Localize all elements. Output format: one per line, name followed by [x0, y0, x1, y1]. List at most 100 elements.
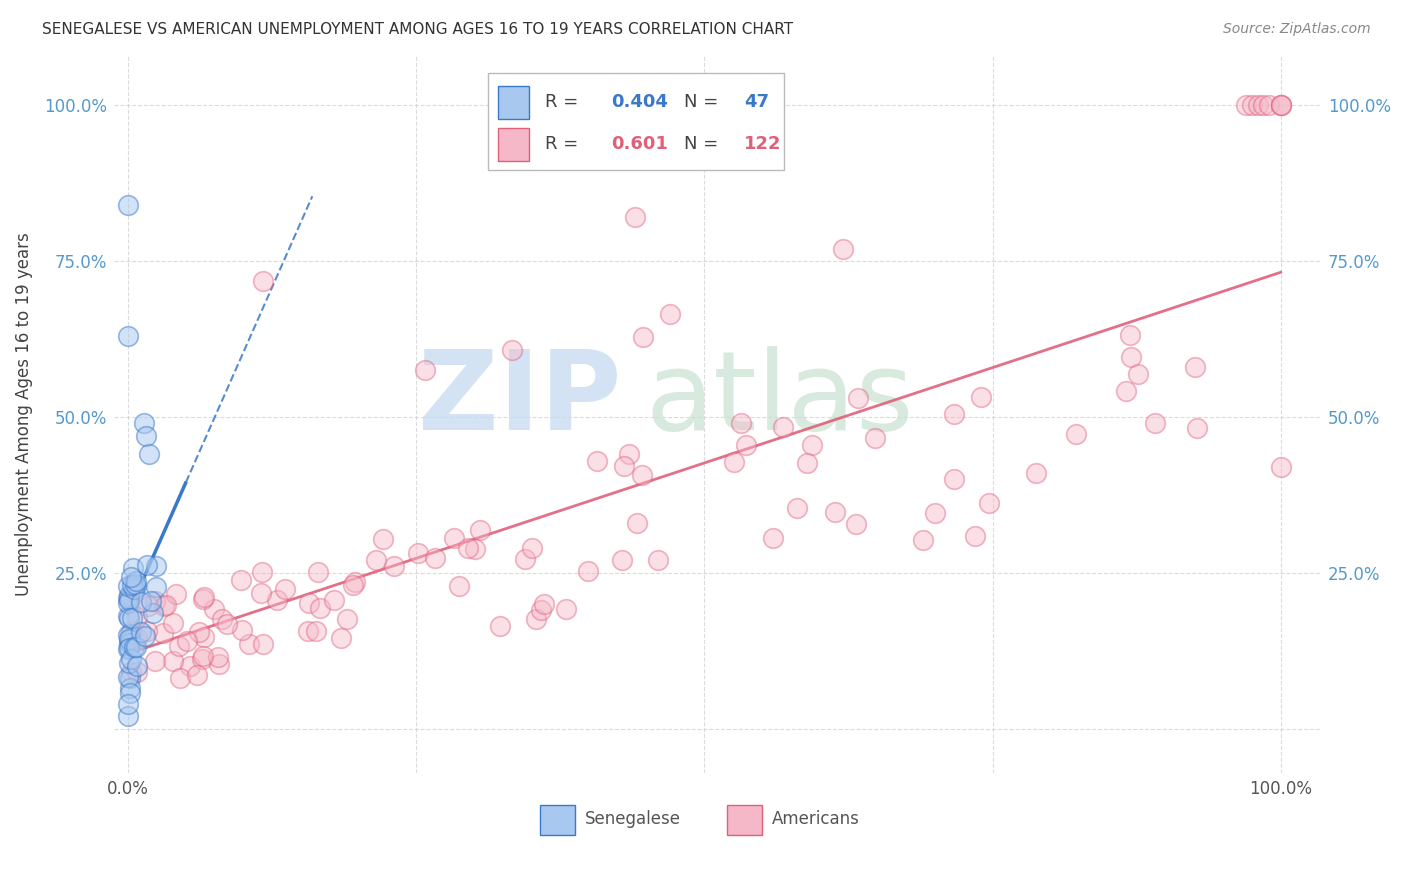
Point — [1270, 98, 1292, 112]
Point — [970, 390, 993, 404]
Text: Americans: Americans — [772, 810, 859, 829]
Point — [125, 665, 148, 680]
Point — [124, 640, 146, 654]
Point — [845, 516, 868, 531]
Point — [1270, 98, 1292, 112]
Point — [132, 416, 155, 430]
Point — [1234, 98, 1257, 112]
Point — [252, 637, 274, 651]
Point — [297, 624, 319, 638]
Point — [965, 529, 987, 543]
Point — [117, 591, 139, 606]
Point — [1184, 359, 1206, 374]
Text: 0.404: 0.404 — [612, 93, 668, 111]
Point — [647, 552, 669, 566]
Point — [298, 596, 321, 610]
Point — [533, 597, 555, 611]
Point — [155, 598, 177, 612]
Point — [824, 505, 846, 519]
Point — [730, 416, 752, 430]
Point — [117, 608, 139, 623]
Point — [129, 624, 152, 639]
Point — [1115, 384, 1137, 398]
Point — [117, 641, 139, 656]
Point — [117, 697, 139, 711]
Point — [136, 624, 159, 638]
Point — [121, 652, 143, 666]
Point — [250, 565, 273, 579]
Point — [117, 329, 139, 343]
Point — [179, 659, 201, 673]
Point — [118, 671, 141, 685]
Point — [120, 686, 142, 700]
Point — [167, 639, 190, 653]
Point — [145, 580, 167, 594]
Point — [613, 459, 636, 474]
Point — [1185, 421, 1208, 435]
Point — [252, 274, 274, 288]
Point — [193, 590, 215, 604]
Text: Source: ZipAtlas.com: Source: ZipAtlas.com — [1223, 22, 1371, 37]
Point — [796, 456, 818, 470]
Point — [117, 579, 139, 593]
Point — [1025, 467, 1047, 481]
Point — [193, 631, 215, 645]
Point — [145, 559, 167, 574]
Point — [125, 632, 148, 646]
Point — [468, 523, 491, 537]
Text: atlas: atlas — [645, 346, 914, 453]
Point — [1119, 327, 1142, 342]
Point — [120, 632, 142, 647]
Point — [323, 592, 346, 607]
Point — [127, 659, 149, 673]
Point — [238, 636, 260, 650]
Point — [117, 198, 139, 212]
Point — [202, 602, 225, 616]
Point — [977, 496, 1000, 510]
Point — [152, 626, 174, 640]
Point — [134, 629, 156, 643]
Point — [382, 559, 405, 574]
Point — [118, 681, 141, 696]
Point — [800, 438, 823, 452]
Point — [1253, 98, 1275, 112]
Point — [1144, 416, 1167, 430]
Point — [576, 564, 599, 578]
Point — [143, 654, 166, 668]
Point — [524, 612, 547, 626]
FancyBboxPatch shape — [727, 805, 762, 835]
Text: 47: 47 — [744, 93, 769, 111]
Point — [169, 672, 191, 686]
Point — [330, 631, 353, 645]
Point — [211, 612, 233, 626]
Text: Senegalese: Senegalese — [585, 810, 681, 829]
Point — [786, 501, 808, 516]
Point — [443, 532, 465, 546]
Point — [121, 578, 143, 592]
Point — [118, 611, 141, 625]
Text: N =: N = — [683, 93, 724, 111]
Point — [943, 472, 966, 486]
Point — [117, 709, 139, 723]
FancyBboxPatch shape — [498, 86, 529, 119]
FancyBboxPatch shape — [498, 128, 529, 161]
Point — [124, 576, 146, 591]
Point — [231, 623, 253, 637]
FancyBboxPatch shape — [488, 73, 785, 170]
Point — [129, 595, 152, 609]
Point — [1128, 367, 1150, 381]
Point — [117, 657, 139, 671]
Point — [586, 454, 609, 468]
Text: R =: R = — [546, 135, 583, 153]
Point — [307, 565, 329, 579]
Point — [124, 574, 146, 589]
Point — [117, 632, 139, 646]
Point — [187, 624, 209, 639]
Point — [413, 362, 436, 376]
Point — [1258, 98, 1281, 112]
Point — [1270, 98, 1292, 112]
Point — [120, 665, 142, 680]
Point — [489, 619, 512, 633]
Point — [118, 635, 141, 649]
Point — [117, 596, 139, 610]
